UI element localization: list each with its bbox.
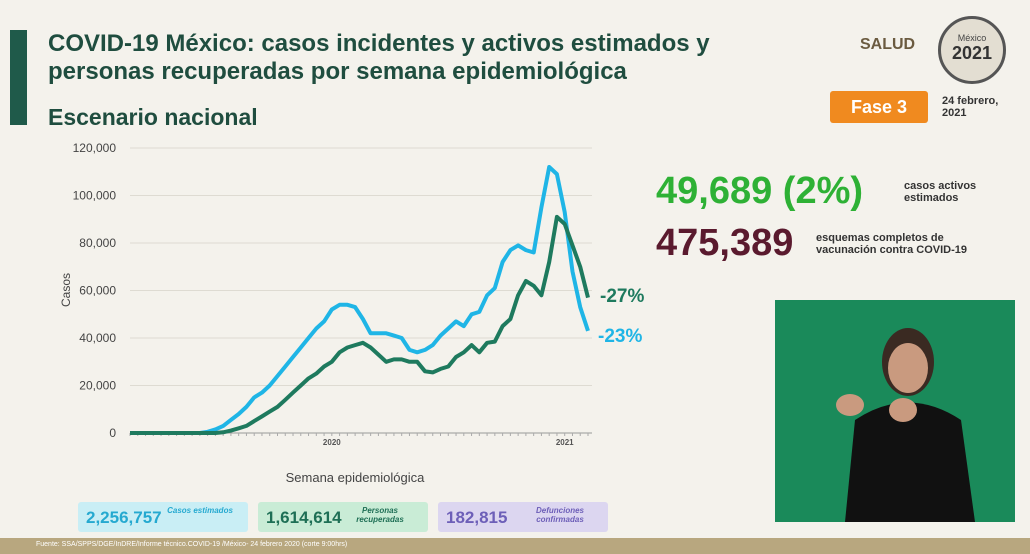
date: 24 febrero, 2021: [942, 95, 999, 119]
face: [888, 343, 928, 393]
y-tick-label: 60,000: [79, 284, 116, 298]
source: Fuente: SSA/SPPS/DGE/InDRE/Informe técni…: [36, 541, 348, 548]
x-tick-label: 2021: [556, 438, 574, 447]
x-tick-label: 2020: [323, 438, 341, 447]
summary-box: 182,815 Defunciones confirmadas: [438, 502, 608, 532]
stat-label: esquemas completos de vacunación contra …: [816, 232, 967, 256]
stat-value: 475,389: [656, 222, 794, 264]
series-line: [130, 165, 590, 435]
title: COVID-19 México: casos incidentes y acti…: [48, 30, 710, 85]
y-tick-label: 40,000: [79, 331, 116, 345]
emblem: México 2021: [938, 16, 1006, 84]
interpreter-video: [775, 300, 1015, 522]
y-tick-label: 120,000: [73, 141, 117, 155]
annotation: -23%: [598, 326, 642, 347]
box-label: Casos estimados: [167, 506, 233, 515]
box-value: 2,256,757: [86, 508, 162, 527]
y-tick-label: 20,000: [79, 379, 116, 393]
stat-label: casos activos estimados: [904, 180, 977, 204]
summary-box: 1,614,614 Personas recuperadas: [258, 502, 428, 532]
emblem-year: 2021: [951, 43, 993, 63]
x-axis-label: Semana epidemiológica: [286, 470, 426, 485]
hand: [889, 398, 917, 422]
accent-bar: [10, 30, 27, 125]
annotation: -27%: [600, 286, 644, 307]
box-value: 182,815: [446, 508, 508, 527]
hand: [836, 394, 864, 416]
phase-badge: Fase 3: [830, 91, 928, 123]
emblem-text: México: [957, 33, 987, 43]
y-tick-label: 0: [109, 426, 116, 440]
body: [845, 402, 975, 522]
summary-box: 2,256,757 Casos estimados: [78, 502, 248, 532]
stat-value: 49,689 (2%): [656, 170, 864, 212]
series-line: [130, 214, 590, 435]
box-label: Personas recuperadas: [356, 506, 404, 524]
logo: SALUD: [860, 36, 916, 53]
y-axis-label: Casos: [59, 273, 73, 307]
box-label: Defunciones confirmadas: [535, 506, 584, 524]
box-value: 1,614,614: [266, 508, 342, 527]
y-tick-label: 100,000: [73, 189, 117, 203]
y-tick-label: 80,000: [79, 236, 116, 250]
footer-bar: [0, 538, 1030, 554]
chart: Casos Semana epidemiológica -27% -23% 0 2…: [59, 141, 644, 485]
subtitle: Escenario nacional: [48, 104, 258, 130]
